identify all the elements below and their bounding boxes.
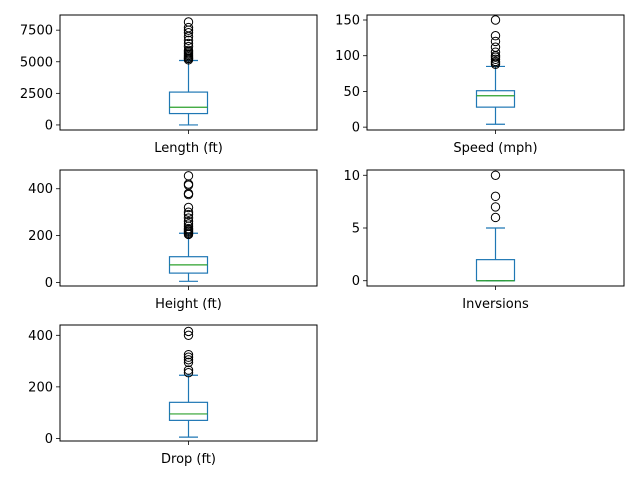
outlier-point [490, 54, 501, 64]
outlier-point [490, 36, 501, 47]
outlier-point [183, 27, 194, 38]
outlier-point [183, 41, 194, 52]
y-tick-label: 5000 [20, 55, 53, 70]
iqr-box [475, 90, 516, 108]
outlier-point [183, 202, 194, 213]
outlier-point [183, 330, 194, 341]
outlier-point [183, 17, 194, 27]
outlier-point [490, 31, 501, 41]
y-tick-label: 400 [28, 329, 53, 344]
outlier-point [183, 35, 194, 45]
y-tick-label: 0 [45, 118, 53, 133]
outlier-point [183, 367, 194, 378]
subplot-2: 0 50 100 150 Speed (mph) [335, 14, 625, 156]
x-category-label: Speed (mph) [453, 141, 537, 156]
outlier-point [183, 223, 194, 234]
y-tick-label: 0 [352, 121, 360, 136]
y-tick-label: 200 [28, 229, 53, 244]
y-tick-label: 0 [352, 274, 360, 289]
outlier-point [183, 349, 194, 360]
subplot-1: 0 2500 5000 7500 Length (ft) [20, 14, 318, 156]
outlier-point [490, 191, 501, 202]
y-tick-label: 0 [45, 276, 53, 291]
y-tick-label: 10 [343, 169, 360, 184]
outlier-point [183, 209, 194, 220]
outlier-point [183, 355, 194, 365]
outlier-point [183, 171, 194, 181]
outlier-point [183, 357, 194, 368]
iqr-box [168, 401, 209, 421]
y-tick-label: 0 [45, 432, 53, 447]
outlier-point [183, 22, 194, 33]
outlier-point [183, 326, 194, 337]
outlier-point [490, 202, 501, 212]
outlier-point [183, 45, 194, 56]
outlier-point [490, 170, 501, 180]
outlier-point [490, 15, 501, 25]
subplot-4: 0 5 10 Inversions [343, 169, 625, 312]
outlier-point [183, 219, 194, 229]
x-category-label: Length (ft) [154, 141, 223, 156]
outlier-point [183, 207, 194, 217]
outlier-point [490, 47, 501, 57]
x-category-label: Height (ft) [155, 297, 222, 312]
outlier-point [183, 352, 194, 362]
y-tick-label: 50 [343, 85, 360, 100]
y-tick-label: 5 [352, 222, 360, 237]
y-tick-label: 100 [335, 49, 360, 64]
x-category-label: Inversions [462, 297, 529, 312]
subplot-3: 0 200 400 Height (ft) [28, 169, 318, 312]
y-tick-label: 400 [28, 182, 53, 197]
y-tick-label: 7500 [20, 24, 53, 39]
y-tick-label: 150 [335, 14, 360, 29]
x-category-label: Drop (ft) [161, 452, 216, 467]
y-tick-label: 2500 [20, 87, 53, 102]
outlier-point [490, 56, 501, 67]
y-tick-label: 200 [28, 380, 53, 395]
iqr-box [475, 259, 516, 282]
outlier-point [183, 365, 194, 375]
outlier-point [490, 212, 501, 223]
outlier-point [490, 42, 501, 52]
outlier-point [183, 38, 194, 49]
subplot-5: 0 200 400 Drop (ft) [28, 324, 318, 467]
outlier-point [183, 213, 194, 223]
iqr-box [168, 91, 209, 115]
outlier-point [183, 216, 194, 227]
